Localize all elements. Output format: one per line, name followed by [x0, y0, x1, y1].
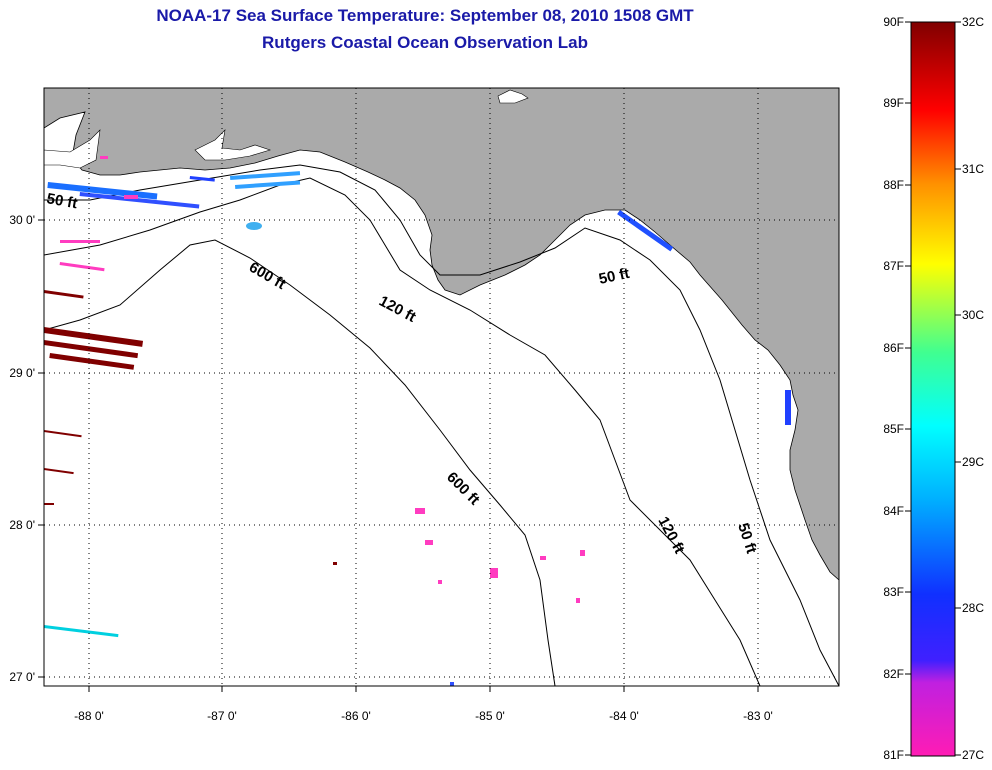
lon-tick-label: -86 0'	[341, 709, 371, 723]
lat-tick-label: 28 0'	[9, 518, 35, 532]
map-frame	[43, 87, 840, 687]
colorbar-c-label: 29C	[962, 455, 984, 469]
map-subtitle: Rutgers Coastal Ocean Observation Lab	[262, 33, 588, 52]
bay-water-2	[44, 129, 101, 169]
colorbar-c-label: 32C	[962, 15, 984, 29]
colorbar-f-label: 87F	[883, 259, 904, 273]
colorbar-f-label: 81F	[883, 748, 904, 762]
colorbar-c-label: 30C	[962, 308, 984, 322]
colorbar-f-label: 85F	[883, 422, 904, 436]
land-mass	[44, 88, 839, 581]
contour-label-50ft-east: 50 ft	[597, 265, 631, 288]
lat-tick-label: 27 0'	[9, 670, 35, 684]
lon-tick-label: -87 0'	[207, 709, 237, 723]
sst-pixels	[44, 156, 791, 686]
map-title: NOAA-17 Sea Surface Temperature: Septemb…	[156, 6, 694, 25]
contour-120ft	[44, 177, 761, 686]
colorbar-f-label: 88F	[883, 178, 904, 192]
lake-water	[497, 89, 529, 104]
lat-tick-label: 30 0'	[9, 213, 35, 227]
lon-tick-label: -84 0'	[609, 709, 639, 723]
colorbar-f-label: 89F	[883, 96, 904, 110]
colorbar-f-label: 83F	[883, 585, 904, 599]
colorbar-f-label: 84F	[883, 504, 904, 518]
lat-tick-label: 29 0'	[9, 366, 35, 380]
colorbar-f-label: 86F	[883, 341, 904, 355]
colorbar-c-label: 27C	[962, 748, 984, 762]
contour-50ft	[44, 164, 839, 686]
colorbar-ticks	[905, 21, 961, 756]
lon-tick-label: -85 0'	[475, 709, 505, 723]
lon-tick-label: -88 0'	[74, 709, 104, 723]
lon-tick-label: -83 0'	[743, 709, 773, 723]
contour-label-50ft-west: 50 ft	[45, 190, 78, 212]
colorbar-f-label: 82F	[883, 667, 904, 681]
contour-600ft	[44, 239, 556, 686]
colorbar-c-label: 31C	[962, 162, 984, 176]
colorbar	[910, 21, 956, 757]
colorbar-f-label: 90F	[883, 15, 904, 29]
colorbar-c-label: 28C	[962, 601, 984, 615]
axis-ticks	[38, 219, 759, 692]
